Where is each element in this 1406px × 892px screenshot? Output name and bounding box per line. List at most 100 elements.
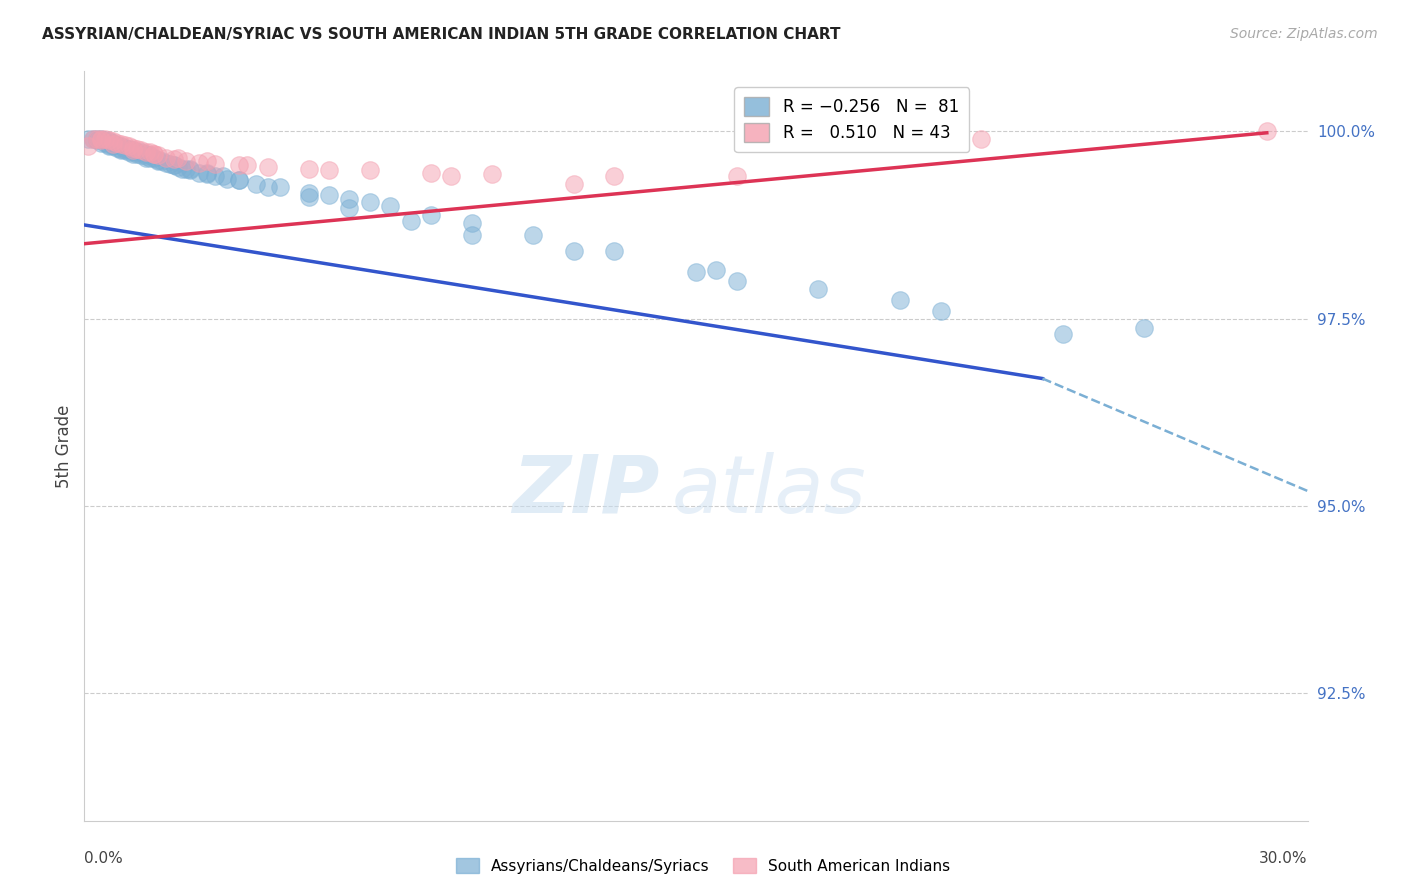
Point — [359, 163, 381, 178]
Point — [142, 146, 165, 161]
Point — [114, 137, 136, 152]
Point — [142, 151, 165, 165]
Point — [118, 139, 141, 153]
Point — [187, 165, 209, 179]
Point — [685, 265, 707, 279]
Text: Source: ZipAtlas.com: Source: ZipAtlas.com — [1230, 27, 1378, 41]
Point — [101, 139, 124, 153]
Point — [174, 161, 197, 176]
Point — [105, 136, 128, 150]
Point — [420, 165, 443, 179]
Point — [122, 145, 145, 160]
Point — [101, 136, 124, 150]
Point — [118, 142, 141, 156]
Point — [228, 158, 250, 172]
Point — [1052, 326, 1074, 341]
Point — [195, 167, 218, 181]
Point — [86, 132, 108, 146]
Point — [522, 227, 544, 242]
Point — [228, 173, 250, 187]
Point — [461, 216, 484, 230]
Point — [195, 165, 218, 179]
Point — [135, 149, 157, 163]
Point — [131, 143, 153, 157]
Point — [298, 161, 321, 176]
Point — [122, 143, 145, 157]
Point — [101, 136, 124, 151]
Point — [127, 145, 149, 159]
Point — [122, 143, 145, 157]
Point — [122, 141, 145, 155]
Point — [110, 142, 132, 156]
Point — [138, 145, 160, 160]
Point — [150, 154, 173, 169]
Point — [187, 155, 209, 169]
Text: ZIP: ZIP — [512, 452, 659, 530]
Point — [603, 169, 626, 184]
Point — [97, 133, 120, 147]
Text: 0.0%: 0.0% — [84, 851, 124, 865]
Point — [257, 160, 280, 174]
Point — [97, 137, 120, 152]
Point — [1256, 124, 1278, 138]
Point — [339, 192, 361, 206]
Point — [167, 151, 190, 165]
Point — [155, 155, 177, 169]
Point — [163, 152, 186, 166]
Point — [90, 132, 112, 146]
Y-axis label: 5th Grade: 5th Grade — [55, 404, 73, 488]
Point — [146, 154, 169, 169]
Point — [179, 163, 201, 178]
Point — [269, 180, 291, 194]
Point — [420, 208, 443, 222]
Point — [603, 244, 626, 259]
Point — [359, 195, 381, 210]
Point — [212, 169, 235, 184]
Point — [105, 137, 128, 152]
Point — [1133, 320, 1156, 334]
Point — [725, 169, 748, 184]
Point — [195, 154, 218, 169]
Text: 30.0%: 30.0% — [1260, 851, 1308, 865]
Point — [929, 304, 952, 318]
Point — [167, 160, 190, 174]
Point — [970, 132, 993, 146]
Point — [110, 139, 132, 153]
Point — [122, 146, 145, 161]
Point — [86, 132, 108, 146]
Point — [481, 167, 503, 181]
Text: ASSYRIAN/CHALDEAN/SYRIAC VS SOUTH AMERICAN INDIAN 5TH GRADE CORRELATION CHART: ASSYRIAN/CHALDEAN/SYRIAC VS SOUTH AMERIC… — [42, 27, 841, 42]
Point — [380, 199, 402, 213]
Point — [77, 139, 100, 153]
Point — [90, 133, 112, 147]
Point — [146, 153, 169, 167]
Point — [138, 151, 160, 165]
Point — [93, 136, 115, 150]
Legend: Assyrians/Chaldeans/Syriacs, South American Indians: Assyrians/Chaldeans/Syriacs, South Ameri… — [450, 852, 956, 880]
Point — [245, 177, 267, 191]
Point — [339, 201, 361, 215]
Point — [399, 214, 422, 228]
Point — [155, 151, 177, 165]
Point — [90, 136, 112, 150]
Point — [90, 132, 112, 146]
Point — [204, 156, 226, 170]
Point — [562, 177, 585, 191]
Point — [461, 227, 484, 242]
Point — [163, 158, 186, 172]
Point — [97, 134, 120, 148]
Point — [146, 148, 169, 162]
Point — [114, 143, 136, 157]
Point — [101, 134, 124, 148]
Point — [228, 173, 250, 187]
Point — [135, 146, 157, 161]
Point — [298, 190, 321, 204]
Point — [138, 148, 160, 162]
Point — [807, 282, 830, 296]
Point — [217, 171, 239, 186]
Point — [236, 158, 259, 172]
Point — [706, 263, 728, 277]
Point — [110, 143, 132, 157]
Point — [172, 161, 194, 176]
Point — [159, 156, 181, 170]
